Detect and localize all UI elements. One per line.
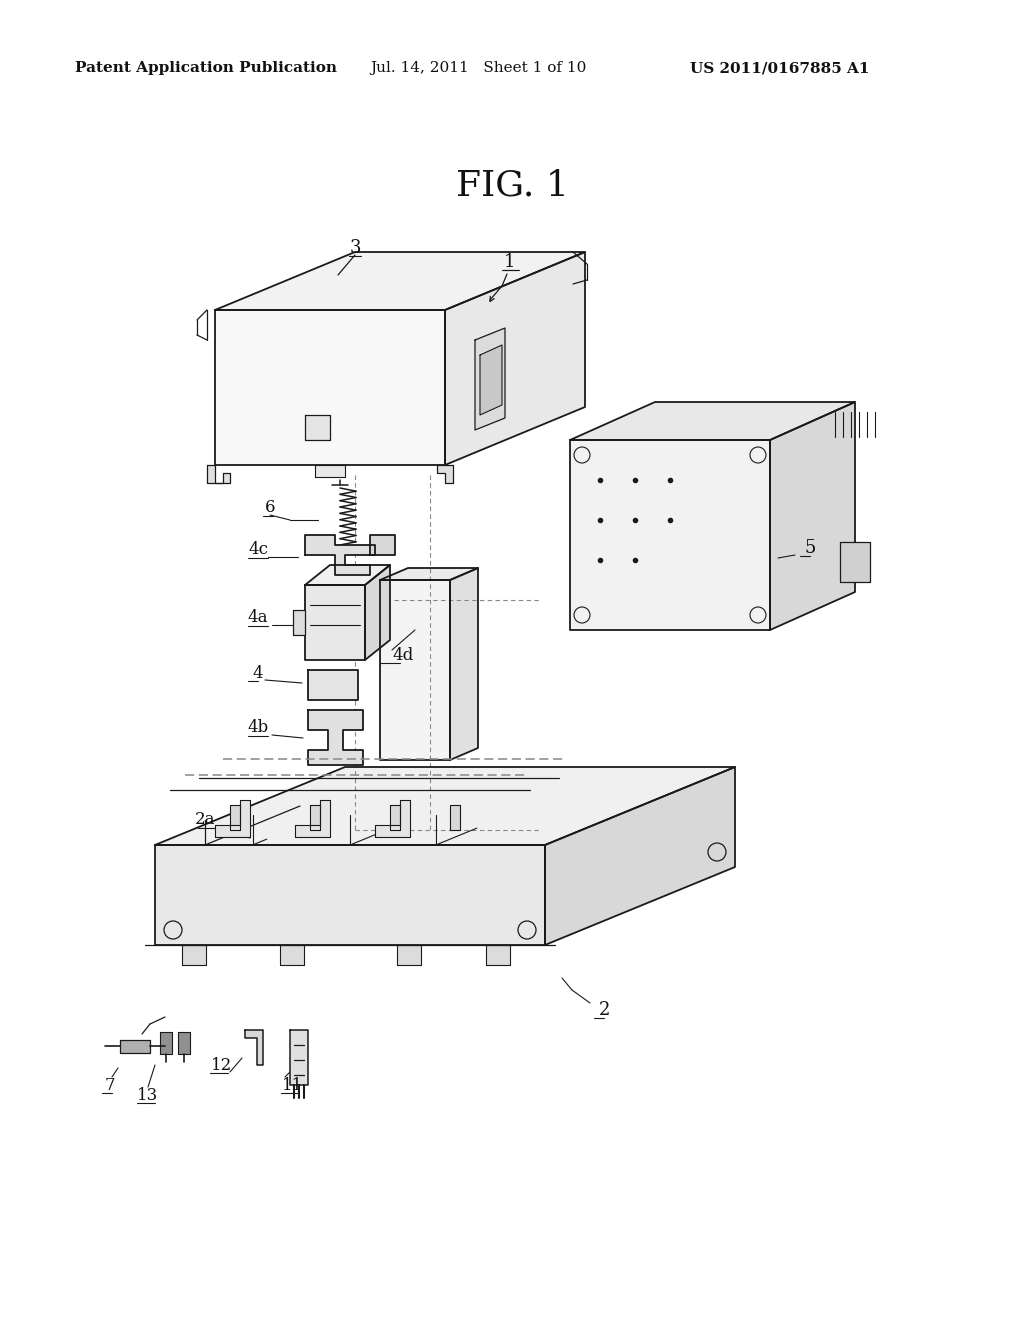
Polygon shape [245,1030,263,1065]
Polygon shape [380,568,478,579]
Text: 2a: 2a [195,812,215,829]
Polygon shape [305,414,330,440]
Text: 4b: 4b [248,719,268,737]
Text: 4c: 4c [248,541,268,558]
Polygon shape [396,945,421,965]
Text: 4: 4 [253,664,263,681]
Polygon shape [305,565,390,585]
Polygon shape [305,585,365,660]
Polygon shape [308,671,358,700]
Text: 6: 6 [265,499,275,516]
Polygon shape [390,805,400,830]
Polygon shape [230,805,240,830]
Polygon shape [445,252,585,465]
Polygon shape [315,465,345,477]
Polygon shape [840,543,870,582]
Polygon shape [450,805,460,830]
Polygon shape [215,800,250,837]
Polygon shape [480,345,502,414]
Text: US 2011/0167885 A1: US 2011/0167885 A1 [690,61,869,75]
Polygon shape [308,710,362,766]
Polygon shape [293,610,305,635]
Text: 3: 3 [349,239,360,257]
Polygon shape [155,767,735,845]
Polygon shape [770,403,855,630]
Text: FIG. 1: FIG. 1 [456,168,568,202]
Polygon shape [570,403,855,440]
Polygon shape [450,568,478,760]
Polygon shape [155,845,545,945]
Polygon shape [475,327,505,430]
Polygon shape [120,1040,150,1053]
Text: Jul. 14, 2011   Sheet 1 of 10: Jul. 14, 2011 Sheet 1 of 10 [370,61,587,75]
Polygon shape [570,440,770,630]
Polygon shape [310,805,319,830]
Polygon shape [365,565,390,660]
Polygon shape [182,945,206,965]
Text: 12: 12 [211,1056,232,1073]
Text: 1: 1 [504,253,516,271]
Text: 2: 2 [599,1001,610,1019]
Text: Patent Application Publication: Patent Application Publication [75,61,337,75]
Polygon shape [545,767,735,945]
Polygon shape [215,310,445,465]
Polygon shape [178,1032,190,1053]
Text: 11: 11 [283,1077,304,1093]
Polygon shape [207,465,230,483]
Text: 4d: 4d [392,647,414,664]
Text: 13: 13 [137,1086,159,1104]
Polygon shape [437,465,453,483]
Polygon shape [380,579,450,760]
Polygon shape [280,945,303,965]
Text: 5: 5 [804,539,816,557]
Polygon shape [486,945,510,965]
Polygon shape [305,535,375,576]
Polygon shape [295,800,330,837]
Polygon shape [160,1032,172,1053]
Polygon shape [370,535,395,554]
Polygon shape [290,1030,308,1085]
Text: 7: 7 [104,1077,116,1093]
Polygon shape [215,252,585,310]
Polygon shape [375,800,410,837]
Text: 4a: 4a [248,610,268,627]
